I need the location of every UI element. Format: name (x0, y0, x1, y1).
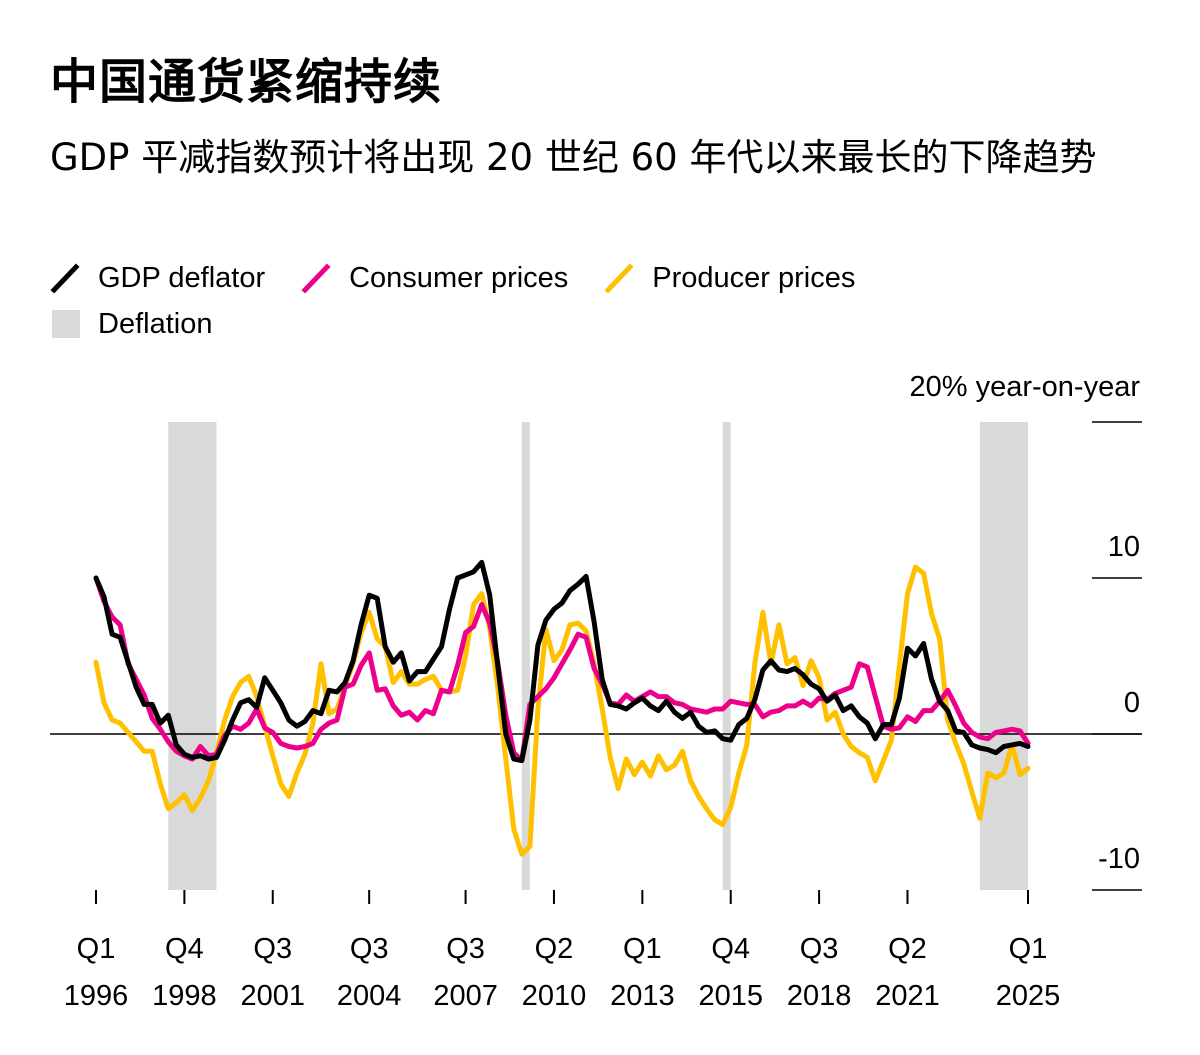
x-tick-label-quarter-8: Q3 (800, 933, 839, 965)
x-tick-label-year-5: 2010 (522, 980, 587, 1012)
legend-item-gdp: GDP deflator (50, 262, 265, 295)
x-tick-label-year-7: 2015 (698, 980, 763, 1012)
y-unit-label: 20% year-on-year (910, 371, 1141, 403)
x-tick-label-quarter-0: Q1 (77, 933, 116, 965)
legend-item-ppi: Producer prices (604, 262, 855, 295)
legend-label-gdp: GDP deflator (98, 261, 266, 294)
legend: GDP deflator Consumer prices Producer pr… (50, 255, 1150, 347)
series-line-ppi (93, 564, 1031, 857)
legend-line-ppi-icon (604, 263, 634, 293)
chart-subtitle: GDP 平减指数预计将出现 20 世纪 60 年代以来最长的下降趋势 (50, 136, 1097, 179)
y-tick-label-10: 10 (1108, 531, 1140, 563)
legend-line-cpi-icon (301, 263, 331, 293)
x-tick-label-year-10: 2025 (996, 980, 1061, 1012)
y-tick-label-0: 0 (1124, 687, 1140, 719)
x-tick-label-year-3: 2004 (337, 980, 402, 1012)
legend-item-deflation: Deflation (50, 308, 212, 341)
x-tick-label-year-9: 2021 (875, 980, 940, 1012)
x-tick-label-quarter-3: Q3 (350, 933, 389, 965)
deflation-band-1 (168, 422, 217, 890)
deflation-band-3 (722, 422, 731, 890)
x-tick-label-quarter-1: Q4 (165, 933, 204, 965)
x-tick-label-quarter-6: Q1 (623, 933, 662, 965)
x-tick-label-year-6: 2013 (610, 980, 675, 1012)
legend-label-cpi: Consumer prices (349, 261, 569, 294)
legend-row-deflation: Deflation (50, 301, 1150, 347)
series-line-gdp (93, 559, 1031, 763)
x-tick-label-year-1: 1998 (152, 980, 217, 1012)
legend-label-ppi: Producer prices (652, 261, 856, 294)
series-line-cpi (93, 575, 1031, 763)
deflation-band-2 (521, 422, 530, 890)
x-tick-label-quarter-9: Q2 (888, 933, 927, 965)
legend-swatch-deflation (52, 310, 80, 338)
x-tick-label-quarter-2: Q3 (253, 933, 292, 965)
legend-item-cpi: Consumer prices (301, 262, 568, 295)
x-tick-label-year-2: 2001 (241, 980, 306, 1012)
legend-line-gdp-icon (50, 263, 80, 293)
x-tick-label-quarter-10: Q1 (1009, 933, 1048, 965)
x-tick-label-year-4: 2007 (433, 980, 498, 1012)
deflation-band-4 (979, 422, 1028, 890)
x-tick-label-year-0: 1996 (64, 980, 129, 1012)
x-tick-label-quarter-7: Q4 (711, 933, 750, 965)
x-tick-label-quarter-4: Q3 (446, 933, 485, 965)
y-tick-label--10: -10 (1098, 843, 1140, 875)
x-tick-label-quarter-5: Q2 (535, 933, 574, 965)
chart-title: 中国通货紧缩持续 (50, 54, 443, 110)
legend-label-deflation: Deflation (98, 307, 213, 340)
x-tick-label-year-8: 2018 (787, 980, 852, 1012)
legend-row-lines: GDP deflator Consumer prices Producer pr… (50, 255, 1150, 301)
